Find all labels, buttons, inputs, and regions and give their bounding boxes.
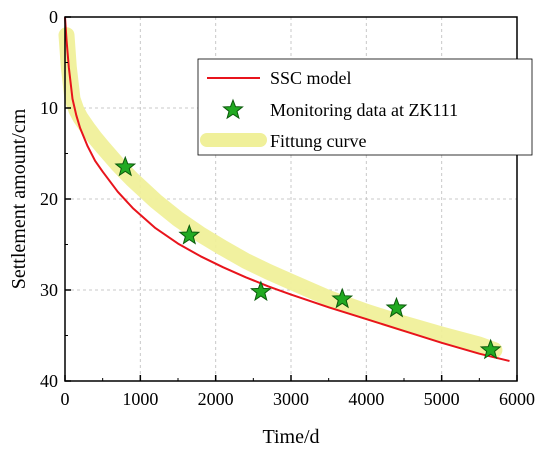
legend-label-fittung-curve: Fittung curve [270,131,367,151]
y-tick-label: 40 [40,371,58,391]
y-tick-label: 20 [40,189,58,209]
monitoring-data-point [178,223,201,245]
legend-label-monitoring-data: Monitoring data at ZK111 [270,100,458,120]
axis-ticks: 0 1000 2000 3000 4000 5000 6000 0 10 20 30 40 [40,7,535,409]
x-tick-label: 4000 [348,389,384,409]
monitoring-data-point [331,287,354,309]
monitoring-data-point [250,280,272,302]
x-tick-label: 2000 [198,389,234,409]
legend: SSC model Monitoring data at ZK111 Fittu… [197,58,533,156]
x-tick-label: 5000 [424,389,460,409]
monitoring-data-point [385,296,408,318]
monitoring-data-point [479,338,502,360]
y-tick-label: 30 [40,280,58,300]
legend-label-ssc-model: SSC model [270,68,352,88]
fittung-curve-line [58,27,503,359]
y-tick-label: 10 [40,98,58,118]
x-tick-label: 1000 [122,389,158,409]
x-tick-label: 6000 [499,389,535,409]
y-axis-title: Settlement amount/cm [8,108,30,289]
monitoring-data-point [114,155,137,177]
x-tick-label: 3000 [273,389,309,409]
x-axis-title: Time/d [262,426,319,448]
x-tick-label: 0 [61,389,70,409]
series-layer [58,16,510,362]
ssc-model-line [64,16,510,362]
y-tick-label: 0 [49,7,58,27]
legend-swatch-monitoring-data [222,98,244,120]
